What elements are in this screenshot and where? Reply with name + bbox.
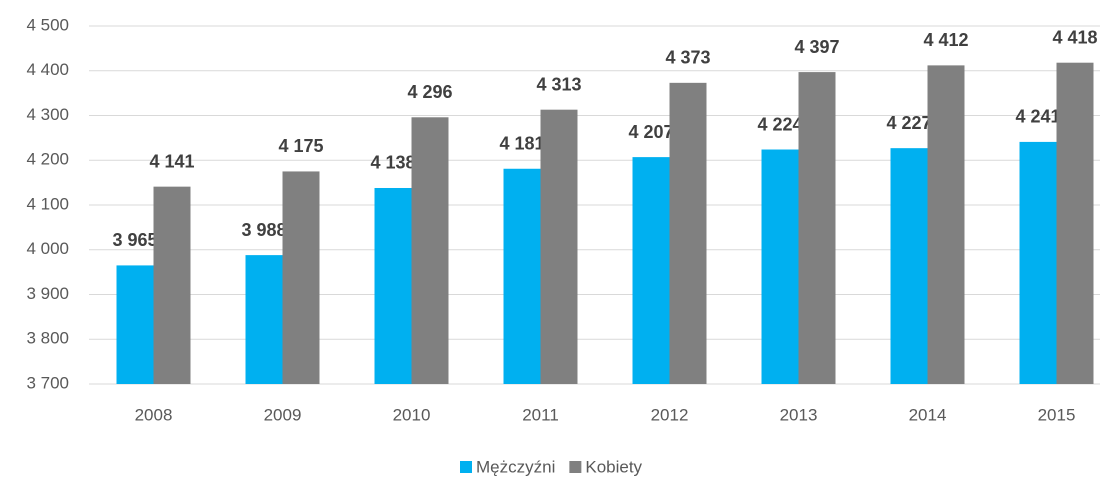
bar [503,168,541,384]
data-label: 4 141 [149,151,194,171]
bar [761,149,799,384]
data-label: 4 181 [499,134,544,154]
x-tick-label: 2014 [909,405,947,424]
y-tick-label: 4 500 [26,15,69,34]
data-label: 4 418 [1052,27,1097,47]
bar [927,65,965,384]
bar [153,186,191,384]
bar [798,72,836,384]
bar [411,117,449,384]
bar [116,265,154,384]
y-tick-label: 4 300 [26,105,69,124]
x-tick-label: 2010 [393,405,431,424]
bar [540,109,578,385]
data-label: 4 373 [665,48,710,68]
data-label: 4 227 [886,113,931,133]
legend-label: Mężczyźni [476,457,555,476]
y-tick-label: 4 000 [26,239,69,258]
data-label: 4 207 [628,122,673,142]
x-tick-label: 2009 [264,405,302,424]
bar [282,171,320,384]
data-label: 4 296 [407,82,452,102]
y-tick-label: 4 200 [26,150,69,169]
y-tick-label: 4 400 [26,60,69,79]
bar [632,157,670,384]
x-tick-label: 2011 [522,405,559,424]
data-label: 4 138 [370,153,415,173]
y-tick-label: 3 900 [26,284,69,303]
data-label: 4 241 [1015,107,1060,127]
bar [1019,141,1057,384]
data-label: 3 965 [112,230,157,250]
bar [374,187,412,384]
data-label: 4 397 [794,37,839,57]
x-tick-label: 2012 [651,405,689,424]
x-tick-label: 2013 [780,405,818,424]
data-label: 4 224 [757,114,802,134]
bar [245,255,283,384]
data-label: 4 175 [278,136,323,156]
data-label: 4 313 [536,74,581,94]
y-tick-label: 4 100 [26,194,69,213]
bar [1056,62,1094,384]
legend-label: Kobiety [585,457,642,476]
data-label: 4 412 [923,30,968,50]
y-tick-label: 3 800 [26,329,69,348]
x-tick-label: 2015 [1038,405,1076,424]
x-tick-label: 2008 [135,405,173,424]
y-tick-label: 3 700 [26,373,69,392]
bar [890,148,928,384]
legend-swatch [460,461,472,473]
legend-swatch [569,461,582,473]
bar [669,82,707,385]
data-label: 3 988 [241,220,286,240]
